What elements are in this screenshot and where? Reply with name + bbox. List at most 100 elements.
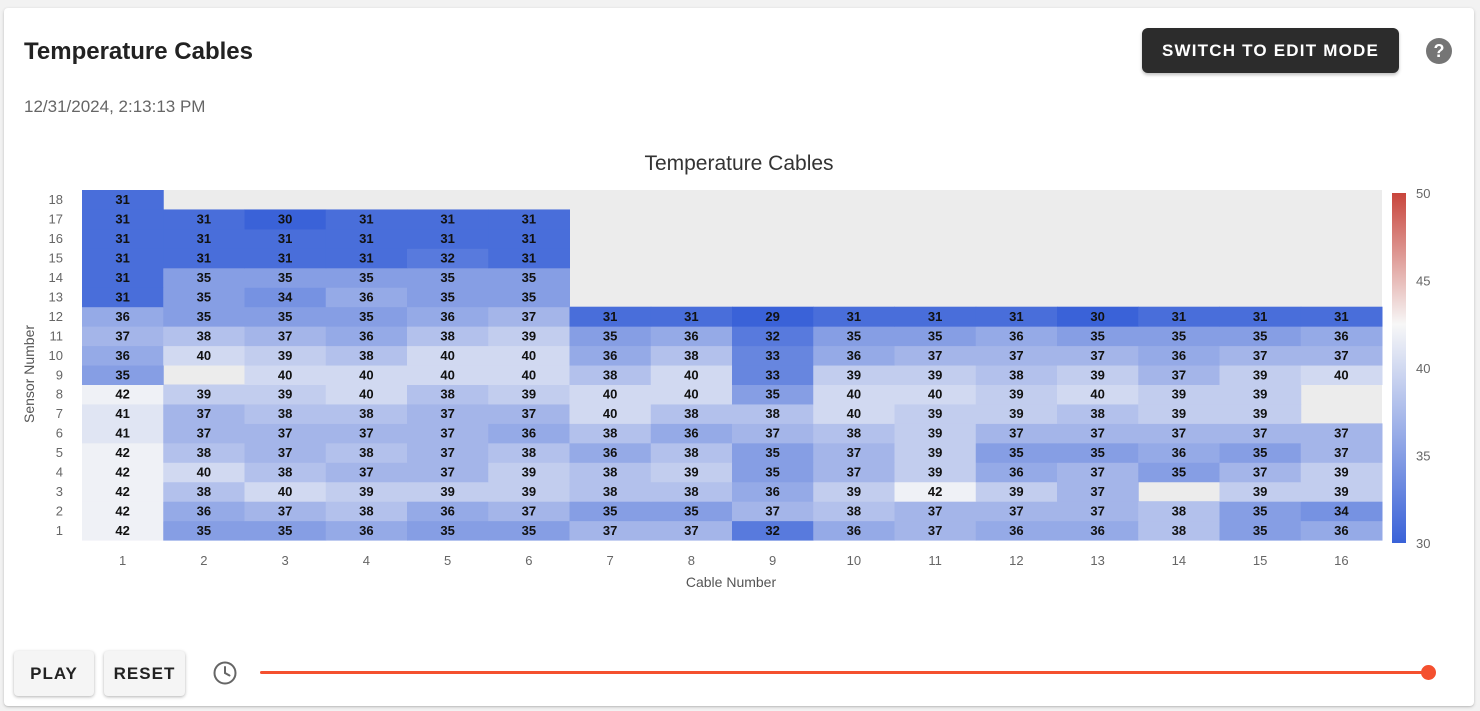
heatmap-cell[interactable] [488,326,570,347]
heatmap-cell[interactable] [569,462,652,483]
heatmap-cell[interactable] [244,365,327,385]
heatmap-cell[interactable] [1138,365,1220,385]
heatmap-cell[interactable] [813,501,895,522]
heatmap-cell[interactable] [244,287,327,308]
heatmap-cell[interactable] [163,423,245,444]
heatmap-cell[interactable] [1219,462,1302,483]
heatmap-cell[interactable] [244,345,327,366]
heatmap-cell[interactable] [244,520,327,541]
heatmap-cell[interactable] [244,248,327,269]
heatmap-cell[interactable] [407,287,489,308]
heatmap-cell[interactable] [407,462,489,483]
heatmap-cell[interactable] [813,306,895,327]
heatmap-cell[interactable] [82,384,164,405]
heatmap-cell[interactable] [82,287,164,308]
heatmap-cell[interactable] [894,326,977,347]
heatmap-cell[interactable] [1057,326,1139,347]
heatmap-cell[interactable] [813,403,895,424]
heatmap-cell[interactable] [82,248,164,269]
heatmap-cell[interactable] [1300,442,1383,463]
play-button[interactable]: Play [14,651,94,696]
heatmap-cell[interactable] [569,520,652,541]
heatmap-cell[interactable] [732,345,814,366]
heatmap-cell[interactable] [82,209,164,230]
heatmap-cell[interactable] [894,442,977,463]
heatmap-cell[interactable] [1300,306,1383,327]
heatmap-cell[interactable] [650,520,733,541]
heatmap-cell[interactable] [1138,384,1220,405]
heatmap-cell[interactable] [975,326,1058,347]
heatmap-cell[interactable] [894,462,977,483]
heatmap-cell[interactable] [813,365,895,385]
heatmap-cell[interactable] [244,403,327,424]
heatmap-cell[interactable] [325,365,408,385]
heatmap-cell[interactable] [813,481,895,502]
heatmap-cell[interactable] [732,520,814,541]
heatmap-cell[interactable] [650,306,733,327]
heatmap-cell[interactable] [163,248,245,269]
heatmap-cell[interactable] [163,462,245,483]
heatmap-cell[interactable] [975,423,1058,444]
heatmap-cell[interactable] [82,462,164,483]
heatmap-cell[interactable] [732,462,814,483]
heatmap-cell[interactable] [488,442,570,463]
heatmap-cell[interactable] [650,481,733,502]
heatmap-cell[interactable] [488,209,570,230]
heatmap-cell[interactable] [488,287,570,308]
heatmap-cell[interactable] [569,345,652,366]
heatmap-cell[interactable] [488,462,570,483]
heatmap-cell[interactable] [1219,326,1302,347]
heatmap-cell[interactable] [325,403,408,424]
history-clock-icon[interactable] [212,660,238,686]
heatmap-cell[interactable] [488,423,570,444]
heatmap-cell[interactable] [1219,365,1302,385]
heatmap-cell[interactable] [1057,501,1139,522]
heatmap-cell[interactable] [1219,403,1302,424]
heatmap-cell[interactable] [975,481,1058,502]
heatmap-cell[interactable] [732,501,814,522]
heatmap-cell[interactable] [732,326,814,347]
heatmap-cell[interactable] [813,326,895,347]
heatmap-cell[interactable] [163,267,245,288]
heatmap-cell[interactable] [244,384,327,405]
heatmap-cell[interactable] [163,209,245,230]
heatmap-cell[interactable] [1219,384,1302,405]
heatmap-cell[interactable] [569,306,652,327]
heatmap-cell[interactable] [244,209,327,230]
heatmap-cell[interactable] [82,501,164,522]
heatmap-cell[interactable] [650,442,733,463]
heatmap-cell[interactable] [407,209,489,230]
heatmap-cell[interactable] [244,462,327,483]
heatmap-cell[interactable] [82,345,164,366]
heatmap-cell[interactable] [163,501,245,522]
heatmap-cell[interactable] [163,442,245,463]
heatmap-cell[interactable] [1138,403,1220,424]
heatmap-cell[interactable] [407,345,489,366]
heatmap-cell[interactable] [1300,520,1383,541]
heatmap-cell[interactable] [650,403,733,424]
heatmap-cell[interactable] [1300,462,1383,483]
heatmap-cell[interactable] [650,462,733,483]
heatmap-cell[interactable] [1219,442,1302,463]
heatmap-cell[interactable] [894,520,977,541]
heatmap-cell[interactable] [813,462,895,483]
heatmap-cell[interactable] [82,267,164,288]
heatmap-cell[interactable] [82,306,164,327]
slider-track[interactable] [260,671,1428,674]
heatmap-cell[interactable] [569,403,652,424]
heatmap-cell[interactable] [488,481,570,502]
heatmap-cell[interactable] [407,306,489,327]
heatmap-cell[interactable] [82,481,164,502]
heatmap-cell[interactable] [325,306,408,327]
heatmap-cell[interactable] [82,442,164,463]
heatmap-cell[interactable] [244,326,327,347]
heatmap-cell[interactable] [1300,345,1383,366]
heatmap-cell[interactable] [569,501,652,522]
heatmap-cell[interactable] [407,384,489,405]
heatmap-cell[interactable] [1300,365,1383,385]
heatmap-cell[interactable] [325,345,408,366]
heatmap-cell[interactable] [1057,306,1139,327]
heatmap-cell[interactable] [732,481,814,502]
heatmap-cell[interactable] [488,248,570,269]
heatmap-cell[interactable] [1138,345,1220,366]
